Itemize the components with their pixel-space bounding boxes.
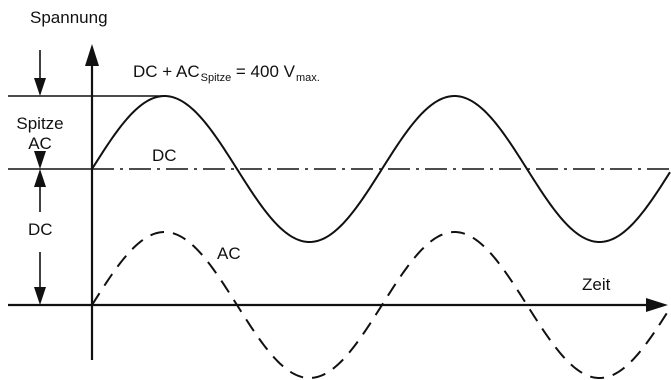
dc-side-label: DC — [28, 220, 53, 239]
y-axis-label: Spannung — [30, 8, 108, 27]
dc-bottom-arrow-icon — [34, 287, 46, 305]
formula-part2: = 400 V — [231, 62, 295, 81]
x-axis-label: Zeit — [582, 275, 611, 294]
formula-sub2: max. — [296, 72, 320, 84]
spitze-label-line2: AC — [28, 134, 52, 153]
spitze-bottom-arrow-icon — [34, 151, 46, 169]
formula-label: DC + ACSpitze = 400 Vmax. — [133, 62, 320, 84]
spitze-label: Spitze AC — [10, 114, 70, 154]
ac-curve-label: AC — [217, 244, 241, 263]
dc-curve-label: DC — [152, 146, 177, 165]
x-axis-arrow-icon — [646, 298, 668, 312]
spitze-label-line1: Spitze — [16, 114, 64, 133]
formula-part1: DC + AC — [133, 62, 200, 81]
dc-top-arrow-icon — [34, 169, 46, 187]
y-axis-arrow-icon — [85, 44, 99, 66]
ac-curve — [91, 230, 671, 380]
formula-sub1: Spitze — [200, 72, 232, 84]
spitze-top-arrow-icon — [34, 78, 46, 96]
dc-plus-ac-curve — [91, 94, 671, 244]
